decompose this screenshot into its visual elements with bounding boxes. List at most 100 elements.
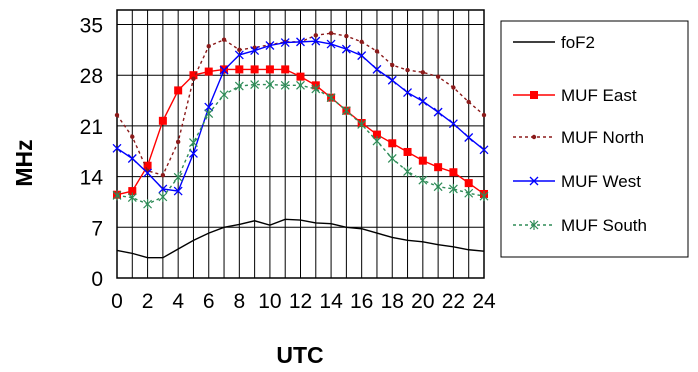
x-tick-label: 6	[203, 290, 215, 313]
data-point	[341, 44, 351, 54]
series-line	[116, 218, 485, 259]
data-point	[341, 105, 351, 116]
y-tick-label: 7	[91, 217, 103, 240]
legend-item: MUF South	[513, 216, 647, 235]
data-point	[158, 184, 168, 194]
legend-item: MUF West	[513, 172, 641, 191]
data-point	[250, 79, 260, 90]
y-tick-label: 28	[80, 65, 103, 88]
legend-marker	[529, 176, 539, 186]
x-tick-label: 18	[381, 290, 404, 313]
data-point	[311, 83, 321, 94]
data-point	[189, 137, 198, 148]
x-tick-label: 22	[442, 290, 465, 313]
legend-label: MUF West	[561, 172, 641, 191]
data-point	[173, 186, 183, 196]
x-tick-label: 12	[289, 290, 312, 313]
x-tick-label: 24	[472, 290, 496, 313]
data-point	[143, 199, 153, 210]
legend-box	[500, 20, 689, 258]
legend-marker	[530, 91, 538, 99]
data-point	[387, 75, 397, 85]
x-tick-label: 20	[411, 290, 434, 313]
x-tick-label: 4	[172, 290, 184, 313]
legend-item: MUF North	[513, 128, 644, 147]
data-point	[403, 88, 413, 98]
data-point	[143, 161, 152, 170]
data-point	[434, 163, 443, 172]
y-axis-label: MHz	[11, 139, 37, 186]
data-point	[234, 81, 244, 92]
legend-label: MUF North	[561, 128, 644, 147]
data-point	[189, 71, 198, 80]
data-point	[219, 65, 229, 75]
data-point	[344, 33, 349, 39]
data-point	[464, 179, 473, 188]
series-muf-south	[112, 79, 489, 210]
data-point	[127, 154, 137, 163]
data-point	[451, 85, 456, 90]
data-point	[265, 65, 274, 74]
data-point	[479, 191, 489, 202]
data-point	[448, 119, 458, 129]
legend-item: MUF East	[513, 86, 637, 105]
x-tick-label: 8	[233, 290, 245, 313]
data-point	[204, 67, 213, 76]
data-point	[403, 147, 412, 156]
data-point	[204, 108, 214, 119]
data-point	[188, 148, 198, 158]
data-point	[158, 191, 168, 202]
data-point	[328, 30, 334, 36]
plot-frame	[116, 9, 485, 279]
data-point	[160, 172, 166, 178]
data-point	[173, 172, 183, 183]
legend-label: foF2	[561, 33, 595, 52]
data-point	[374, 49, 380, 54]
data-point	[235, 65, 244, 74]
series-muf-west	[112, 36, 489, 196]
data-point	[250, 46, 260, 56]
data-point	[418, 96, 428, 106]
data-point	[206, 44, 211, 49]
data-point	[433, 107, 443, 117]
data-point	[112, 190, 122, 201]
grid	[116, 9, 485, 279]
data-point	[250, 65, 259, 74]
data-point	[114, 112, 120, 118]
x-tick-label: 2	[142, 290, 154, 313]
data-point	[372, 64, 382, 74]
data-point	[420, 70, 426, 75]
x-tick-labels: 0 2 4 6 8 10 12 14 16 18 20 22 24	[111, 290, 496, 313]
data-point	[265, 41, 275, 50]
data-point	[357, 51, 367, 61]
legend-label: MUF South	[561, 216, 647, 235]
data-point	[296, 72, 305, 81]
series-fof2	[116, 218, 485, 259]
data-point	[326, 92, 336, 103]
data-point	[403, 166, 412, 177]
plot-area-border	[116, 9, 485, 279]
x-tick-label: 16	[350, 290, 373, 313]
data-point	[405, 67, 410, 73]
data-point	[433, 181, 443, 192]
y-tick-label: 35	[80, 14, 103, 37]
legend-label: MUF East	[561, 86, 637, 105]
data-point	[296, 37, 305, 47]
data-point	[435, 74, 441, 79]
data-point	[372, 136, 382, 147]
data-point	[280, 38, 290, 48]
data-point	[357, 119, 367, 130]
data-point	[372, 130, 381, 139]
data-point	[388, 139, 397, 148]
data-point	[311, 36, 321, 46]
data-point	[112, 143, 122, 153]
data-point	[191, 76, 196, 82]
data-point	[221, 37, 227, 42]
data-point	[296, 80, 305, 91]
series-layer	[112, 30, 489, 259]
y-tick-label: 0	[91, 268, 103, 291]
legend-marker	[531, 134, 537, 140]
data-point	[359, 39, 364, 45]
legend-item: foF2	[513, 33, 595, 52]
